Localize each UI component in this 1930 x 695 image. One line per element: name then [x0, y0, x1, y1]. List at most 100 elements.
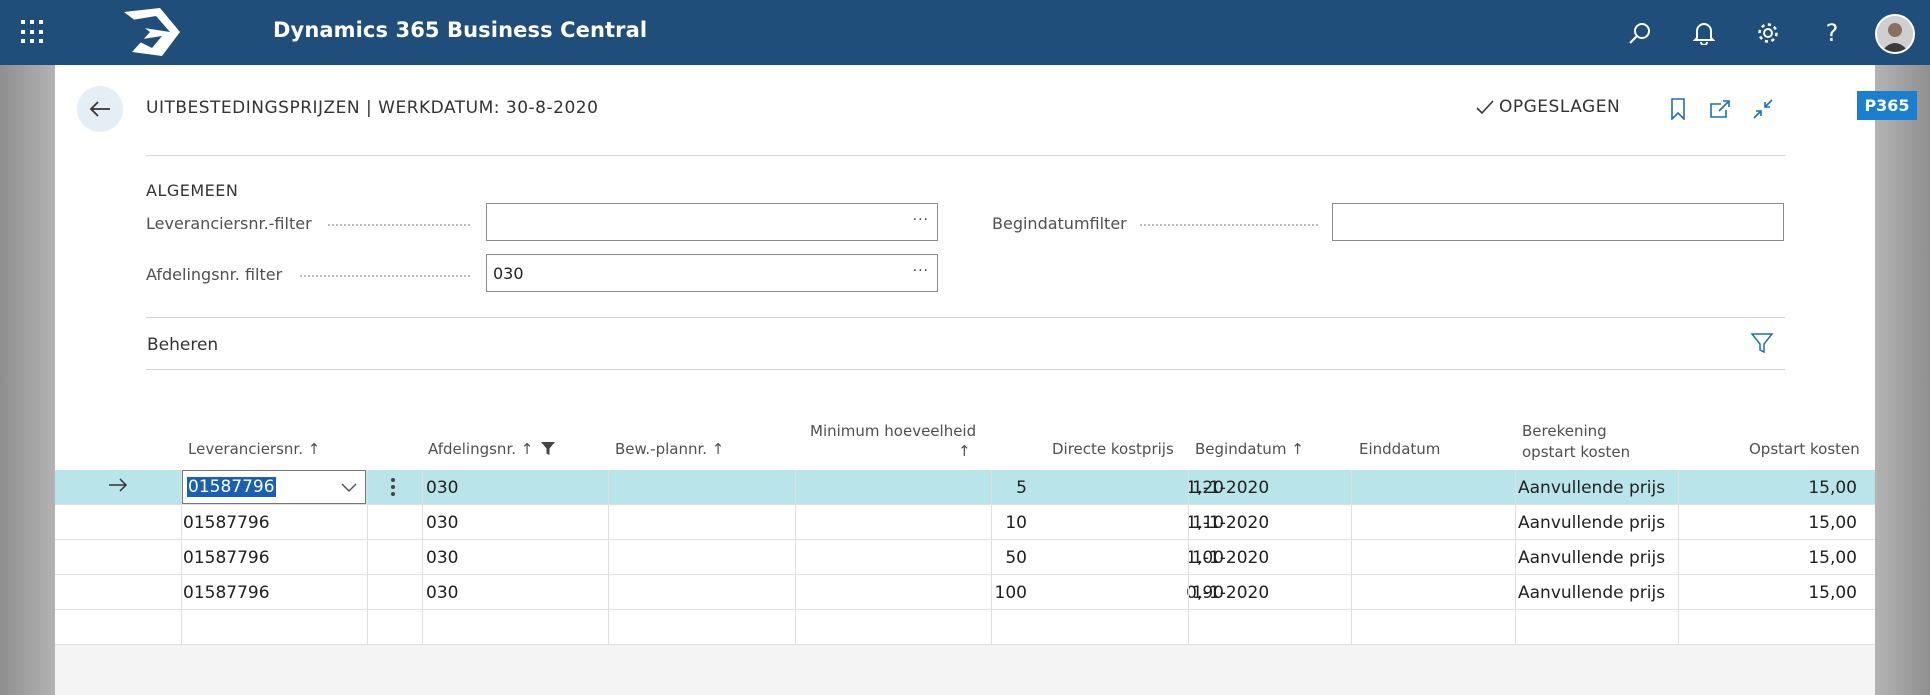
start-date-filter-field[interactable]	[1332, 203, 1784, 241]
column-divider	[181, 470, 182, 645]
current-row-arrow-icon	[109, 478, 128, 492]
settings-icon[interactable]	[1751, 16, 1785, 50]
search-icon[interactable]	[1623, 16, 1657, 50]
department-cell[interactable]: 030	[426, 512, 459, 533]
frame-left	[0, 65, 55, 695]
direct-cost-cell[interactable]: 1,00	[1186, 547, 1224, 568]
page-id-badge: P365	[1857, 91, 1917, 120]
column-divider	[608, 470, 609, 645]
more-options-icon[interactable]	[390, 477, 396, 497]
avatar[interactable]	[1875, 14, 1915, 54]
calc-cell[interactable]: Aanvullende prijs	[1518, 582, 1666, 603]
table-row[interactable]: 01587796 030 100 0,90 1-1-2020 Aanvullen…	[55, 575, 1875, 610]
column-header-vendor[interactable]: Leveranciersnr. ↑	[188, 440, 321, 458]
start-date-cell[interactable]: 1-1-2020	[1192, 512, 1270, 533]
setup-cost-cell[interactable]: 15,00	[1808, 547, 1857, 568]
collapse-icon[interactable]	[1750, 96, 1776, 122]
column-header-calc-line2: opstart kosten	[1522, 443, 1631, 461]
open-in-new-icon[interactable]	[1707, 96, 1733, 122]
help-icon[interactable]: ?	[1825, 19, 1839, 47]
min-qty-cell[interactable]: 100	[994, 582, 1027, 603]
column-divider	[795, 470, 796, 645]
start-date-cell[interactable]: 1-1-2020	[1192, 477, 1270, 498]
column-divider	[367, 470, 368, 645]
lookup-button[interactable]: ···	[912, 263, 929, 279]
column-header-routing[interactable]: Bew.-plannr. ↑	[615, 440, 725, 458]
min-qty-cell[interactable]: 5	[1016, 477, 1027, 498]
start-date-filter-label: Begindatumfilter	[992, 214, 1127, 233]
frame-right	[1875, 65, 1930, 695]
column-header-min-qty[interactable]: Minimum hoeveelheid	[810, 422, 977, 440]
department-cell[interactable]: 030	[426, 582, 459, 603]
page-panel	[55, 65, 1875, 695]
setup-cost-cell[interactable]: 15,00	[1808, 582, 1857, 603]
vendor-edit-value: 01587796	[187, 477, 276, 497]
vendor-cell[interactable]: 01587796	[183, 512, 270, 533]
bookmark-icon[interactable]	[1665, 96, 1691, 122]
top-bar: Dynamics 365 Business Central ?	[0, 0, 1930, 65]
column-divider	[991, 470, 992, 645]
column-header-calc[interactable]: Berekening	[1522, 422, 1607, 440]
column-header-end-date[interactable]: Einddatum	[1359, 440, 1441, 458]
calc-cell[interactable]: Aanvullende prijs	[1518, 477, 1666, 498]
calc-cell[interactable]: Aanvullende prijs	[1518, 512, 1666, 533]
setup-cost-cell[interactable]: 15,00	[1808, 477, 1857, 498]
column-header-min-qty-sort: ↑	[958, 442, 971, 460]
column-header-start-date[interactable]: Begindatum ↑	[1195, 440, 1304, 458]
check-icon	[1476, 100, 1494, 115]
department-filter-field[interactable]: 030 ···	[486, 254, 938, 292]
vendor-cell[interactable]: 01587796	[183, 582, 270, 603]
column-header-department-label: Afdelingsnr. ↑	[428, 440, 534, 458]
app-title: Dynamics 365 Business Central	[273, 18, 648, 42]
filter-icon[interactable]	[1750, 331, 1774, 355]
saved-status-label: OPGESLAGEN	[1499, 97, 1621, 117]
column-divider	[1515, 470, 1516, 645]
vendor-cell[interactable]: 01587796	[183, 547, 270, 568]
min-qty-cell[interactable]: 50	[1005, 547, 1027, 568]
direct-cost-cell[interactable]: 0,90	[1186, 582, 1224, 603]
back-arrow-icon	[89, 101, 110, 117]
column-divider	[1188, 470, 1189, 645]
notification-icon[interactable]	[1687, 16, 1721, 50]
direct-cost-cell[interactable]: 1,20	[1186, 477, 1224, 498]
setup-cost-cell[interactable]: 15,00	[1808, 512, 1857, 533]
column-divider	[1351, 470, 1352, 645]
vendor-filter-label: Leveranciersnr.-filter	[146, 214, 312, 233]
chevron-down-icon[interactable]	[341, 483, 357, 493]
calc-cell[interactable]: Aanvullende prijs	[1518, 547, 1666, 568]
column-divider	[422, 470, 423, 645]
direct-cost-cell[interactable]: 1,10	[1186, 512, 1224, 533]
section-divider	[146, 317, 1785, 318]
vendor-filter-field[interactable]: ···	[486, 203, 938, 241]
back-button[interactable]	[77, 86, 123, 132]
start-date-cell[interactable]: 1-1-2020	[1192, 582, 1270, 603]
leader-dots	[300, 275, 470, 277]
min-qty-cell[interactable]: 10	[1005, 512, 1027, 533]
leader-dots	[1140, 224, 1318, 226]
department-cell[interactable]: 030	[426, 547, 459, 568]
leader-dots	[328, 224, 470, 226]
table-row-empty[interactable]	[55, 610, 1875, 645]
section-title-general: ALGEMEEN	[146, 181, 239, 200]
page-title: UITBESTEDINGSPRIJZEN | WERKDATUM: 30-8-2…	[146, 98, 599, 118]
header-divider	[146, 155, 1785, 156]
section-divider	[146, 369, 1785, 370]
manage-action[interactable]: Beheren	[147, 335, 219, 355]
department-filter-label: Afdelingsnr. filter	[146, 265, 283, 284]
app-launcher-icon[interactable]	[21, 20, 45, 44]
column-header-direct-cost[interactable]: Directe kostprijs	[1052, 440, 1174, 458]
column-filter-icon	[541, 442, 556, 455]
page-panel-footer	[55, 645, 1875, 695]
column-header-setup-cost[interactable]: Opstart kosten	[1749, 440, 1860, 458]
department-cell[interactable]: 030	[426, 477, 459, 498]
column-divider	[1678, 470, 1679, 645]
column-header-department[interactable]: Afdelingsnr. ↑	[428, 440, 556, 459]
dynamics-logo-icon	[124, 8, 180, 56]
lookup-button[interactable]: ···	[912, 212, 929, 228]
table-row[interactable]: 01587796 030 10 1,10 1-1-2020 Aanvullend…	[55, 505, 1875, 540]
saved-status: OPGESLAGEN	[1475, 97, 1620, 117]
vendor-edit-field[interactable]: 01587796	[182, 470, 366, 504]
department-filter-value: 030	[493, 263, 524, 283]
start-date-cell[interactable]: 1-1-2020	[1192, 547, 1270, 568]
table-row[interactable]: 01587796 030 50 1,00 1-1-2020 Aanvullend…	[55, 540, 1875, 575]
